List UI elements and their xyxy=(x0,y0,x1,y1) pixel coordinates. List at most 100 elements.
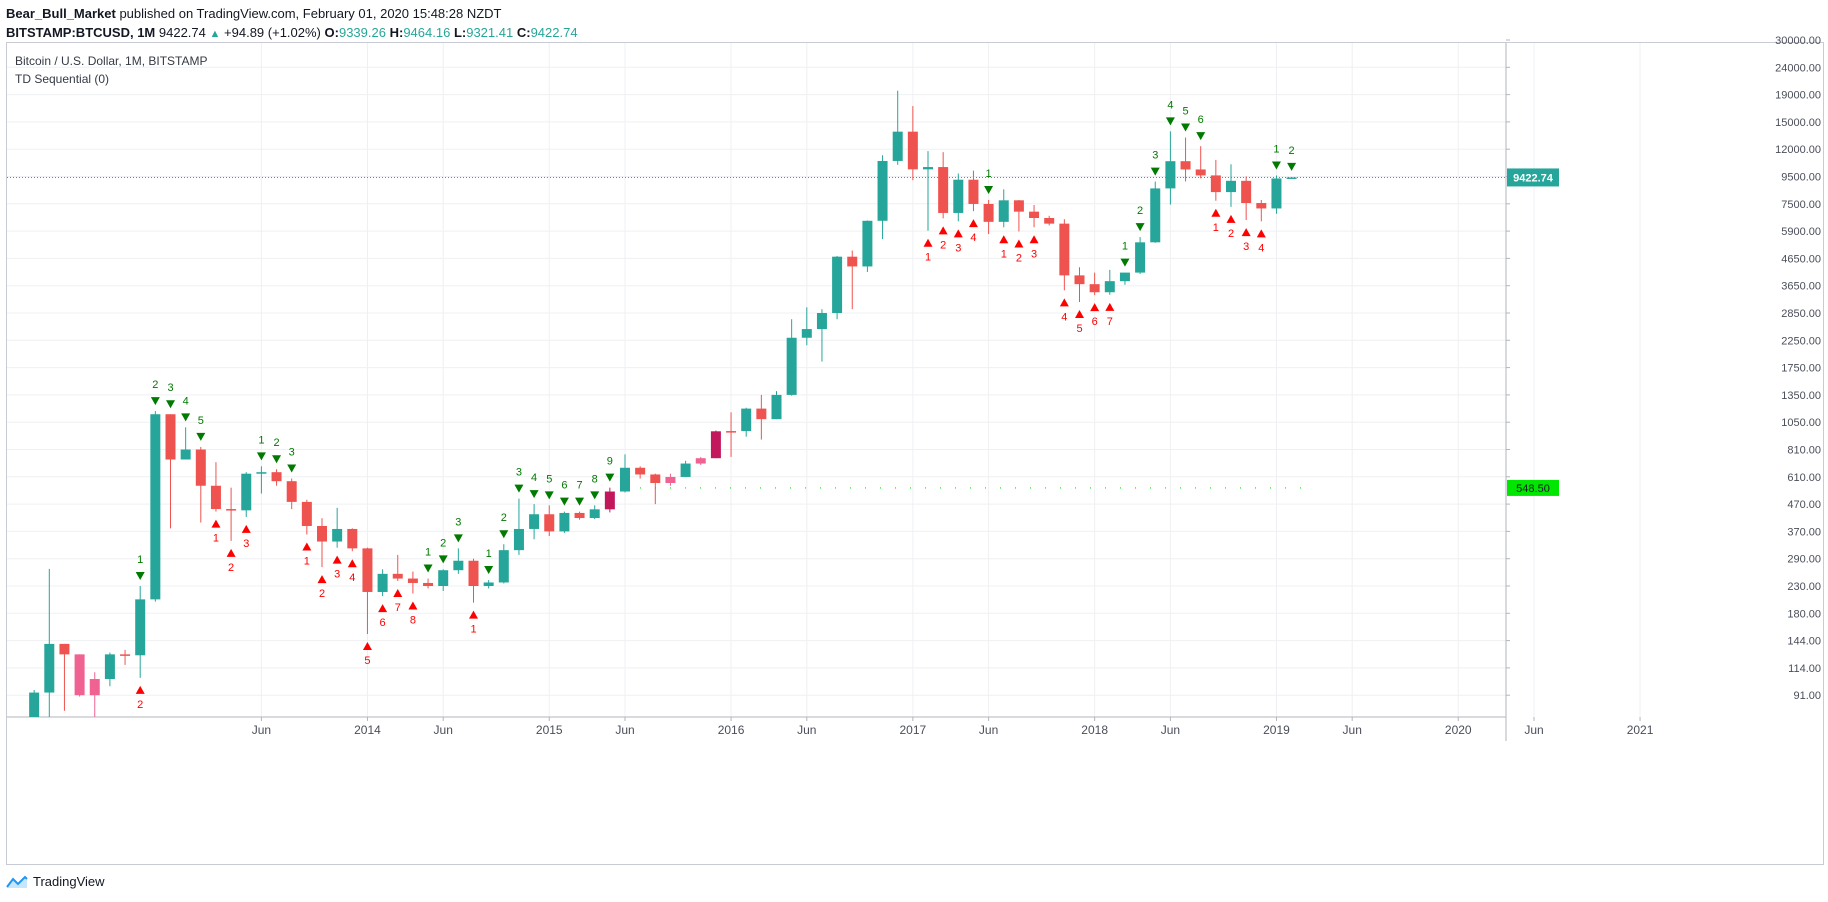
candle-body xyxy=(14,830,24,876)
td-buy-count: 3 xyxy=(334,569,340,581)
candle-body xyxy=(1256,203,1267,209)
candle-body xyxy=(650,474,661,483)
y-tick-label: 1050.00 xyxy=(1781,417,1821,429)
td-buy-arrow xyxy=(362,641,372,650)
td-sell-count: 2 xyxy=(1137,205,1143,217)
td-sell-arrow xyxy=(1150,167,1160,176)
candle-body xyxy=(726,431,737,433)
candle-body xyxy=(816,313,827,330)
candle-body xyxy=(1180,161,1191,170)
y-tick-label: 290.00 xyxy=(1787,554,1821,566)
td-sell-count: 1 xyxy=(1273,144,1279,156)
td-buy-arrow xyxy=(393,588,403,597)
td-sell-count: 2 xyxy=(440,537,446,549)
candle-body xyxy=(498,550,509,583)
x-tick-label: 2014 xyxy=(354,723,381,737)
td-buy-arrow xyxy=(1090,303,1100,312)
td-sell-arrow xyxy=(256,452,266,461)
td-buy-arrow xyxy=(1241,228,1251,237)
current-price-tag xyxy=(1507,168,1559,187)
td-buy-arrow xyxy=(923,238,933,247)
candle-body xyxy=(271,472,282,482)
y-tick-label: 1750.00 xyxy=(1781,363,1821,375)
candle-body xyxy=(104,654,115,680)
td-sell-count: 9 xyxy=(607,456,613,468)
candle-body xyxy=(74,654,85,696)
candle-body xyxy=(468,560,479,586)
td-sell-arrow xyxy=(1181,123,1191,132)
y-tick-label: 230.00 xyxy=(1787,581,1821,593)
candle-body xyxy=(1241,180,1252,204)
legend-title[interactable]: Bitcoin / U.S. Dollar, 1M, BITSTAMP xyxy=(15,54,208,68)
candle-body xyxy=(1059,223,1070,276)
last-price: 9422.74 xyxy=(158,25,206,40)
td-buy-count: 4 xyxy=(1061,311,1067,323)
td-buy-count: 1 xyxy=(213,533,219,545)
td-sell-arrow xyxy=(166,400,175,409)
y-tick-label: 91.00 xyxy=(1793,690,1821,702)
candle-body xyxy=(1135,242,1146,273)
candle-body xyxy=(604,491,615,510)
candle-body xyxy=(210,485,221,510)
chart-legend: Bitcoin / U.S. Dollar, 1M, BITSTAMP TD S… xyxy=(15,52,208,88)
td-buy-count: 8 xyxy=(410,615,416,627)
td-buy-arrow xyxy=(302,542,312,551)
td-buy-arrow xyxy=(999,235,1009,244)
td-buy-count: 1 xyxy=(1001,248,1007,260)
td-sell-count: 3 xyxy=(289,447,295,459)
legend-indicator[interactable]: TD Sequential (0) xyxy=(15,72,110,86)
candle-body xyxy=(301,501,312,526)
footer-brand[interactable]: TradingView xyxy=(33,874,105,889)
publish-line: Bear_Bull_Market published on TradingVie… xyxy=(6,4,1816,23)
td-sell-count: 3 xyxy=(455,516,461,528)
candle-body xyxy=(620,467,630,492)
candle-body xyxy=(135,599,146,656)
td-sell-count: 6 xyxy=(561,480,567,492)
candle-body xyxy=(710,431,721,459)
candle-body xyxy=(165,414,176,460)
candle-body xyxy=(453,560,464,571)
candle-body xyxy=(862,220,873,267)
x-tick-label: Jun xyxy=(979,723,998,737)
td-sell-arrow xyxy=(135,572,145,580)
td-sell-count: 2 xyxy=(273,437,279,449)
td-sell-arrow xyxy=(1271,161,1281,170)
current-price-tag-text: 9422.74 xyxy=(1513,172,1554,184)
td-buy-count: 5 xyxy=(1076,323,1082,335)
y-tick-label: 4650.00 xyxy=(1781,253,1821,265)
x-tick-label: Jun xyxy=(1161,723,1180,737)
close-value: 9422.74 xyxy=(530,25,578,40)
x-tick-label: Jun xyxy=(1524,723,1543,737)
candle-body xyxy=(513,528,524,551)
candle-body xyxy=(741,408,752,432)
candle-body xyxy=(180,449,191,460)
change-up-icon: ▲ xyxy=(209,28,221,40)
candle-body xyxy=(483,582,494,586)
candle-body xyxy=(892,131,903,161)
x-tick-label: Jun xyxy=(252,723,271,737)
td-buy-arrow xyxy=(1029,235,1039,244)
td-sell-count: 1 xyxy=(986,168,992,180)
td-sell-count: 4 xyxy=(1167,99,1173,111)
td-buy-arrow xyxy=(241,524,251,533)
td-sell-arrow xyxy=(499,530,509,539)
open-value: 9339.26 xyxy=(338,25,386,40)
td-sell-count: 1 xyxy=(486,548,492,560)
candle-body xyxy=(407,578,418,583)
td-sell-count: 2 xyxy=(1289,145,1295,157)
candle-body xyxy=(377,573,388,592)
td-buy-arrow xyxy=(1256,229,1266,238)
y-tick-label: 3650.00 xyxy=(1781,281,1821,293)
author-name[interactable]: Bear_Bull_Market xyxy=(6,6,116,21)
symbol-label[interactable]: BITSTAMP:BTCUSD, 1M xyxy=(6,25,156,40)
candle-body xyxy=(907,131,918,170)
td-sell-count: 1 xyxy=(1122,241,1128,253)
td-buy-count: 1 xyxy=(304,555,310,567)
candle-body xyxy=(953,179,964,213)
td-sell-count: 2 xyxy=(501,512,507,524)
td-buy-arrow xyxy=(317,575,327,584)
td-buy-count: 4 xyxy=(970,232,976,244)
candle-body xyxy=(286,481,297,502)
candle-body xyxy=(392,573,403,579)
